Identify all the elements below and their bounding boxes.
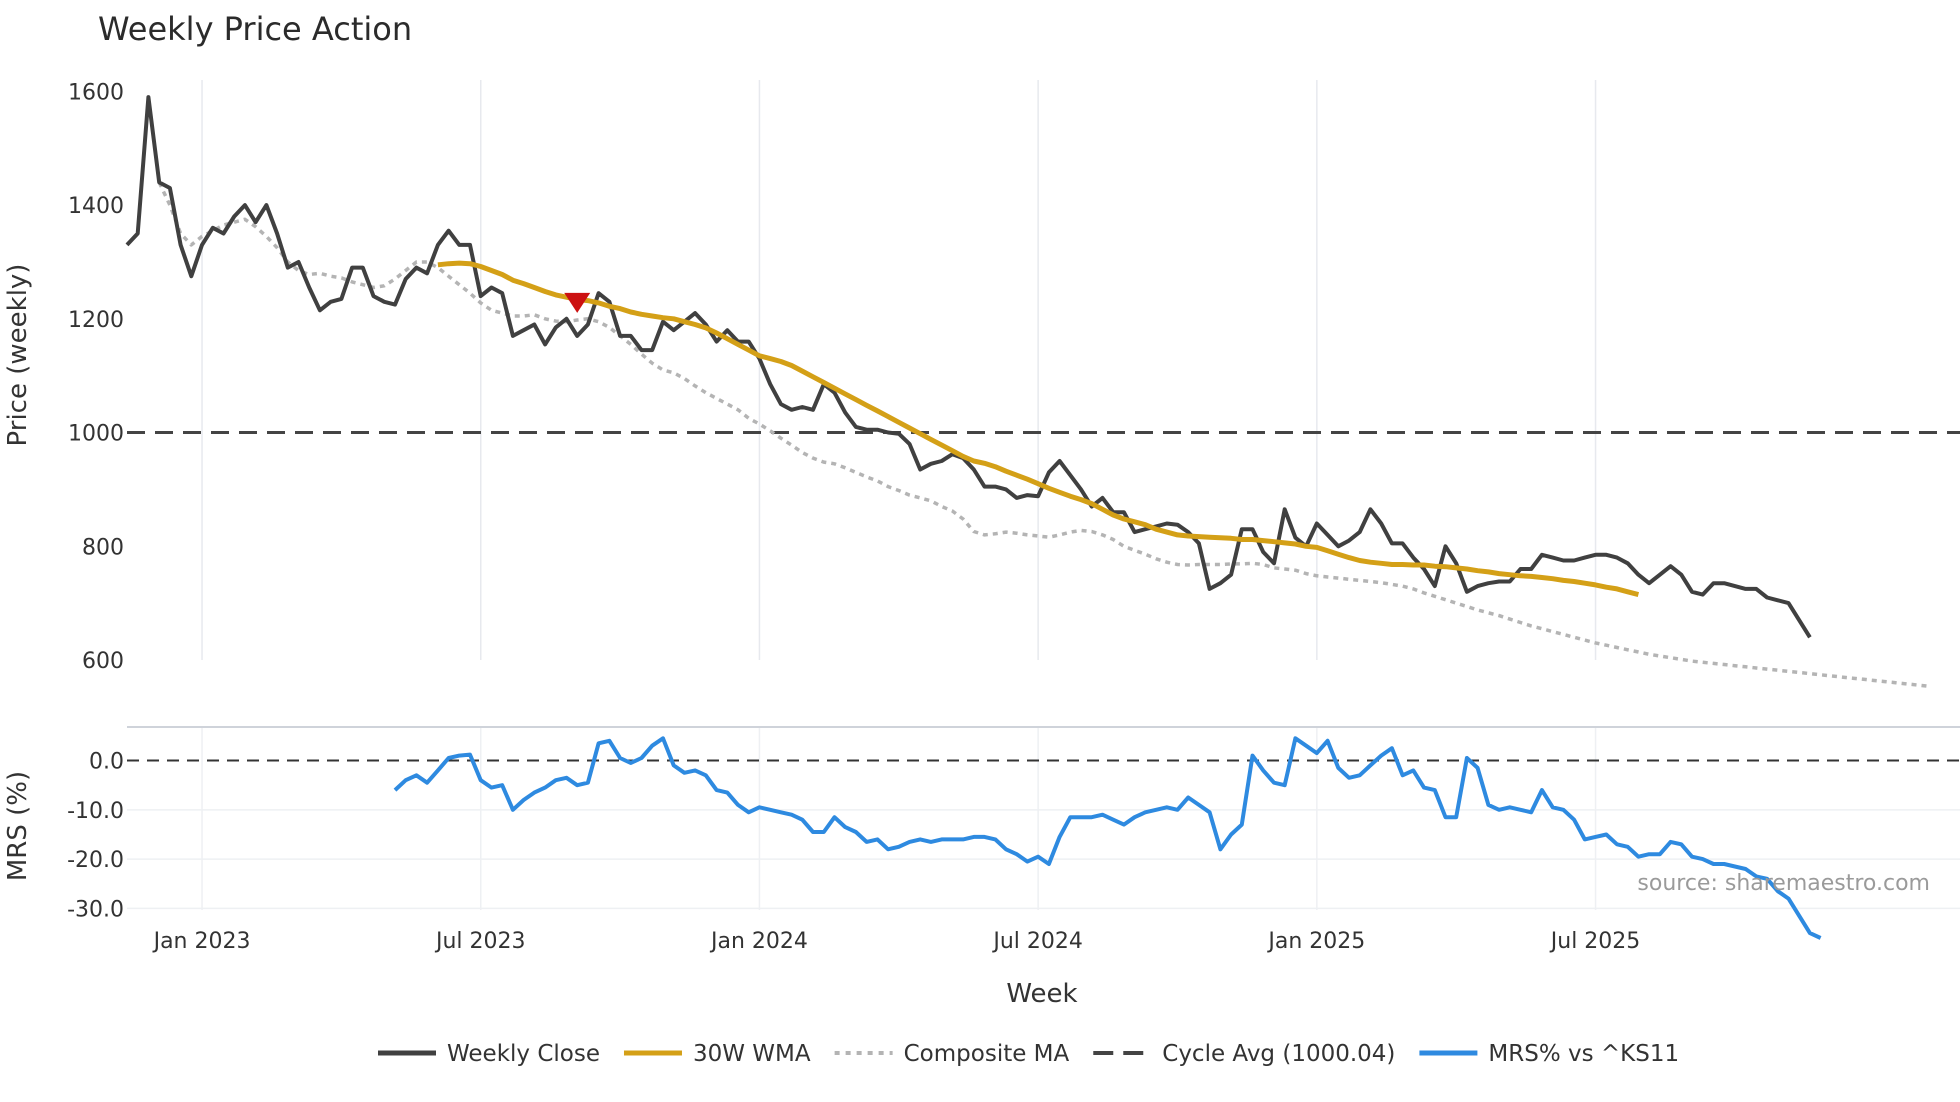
- weekly-close-line: [125, 95, 1812, 639]
- price-y-ticks: 600 800 1000 1200 1400 1600: [68, 80, 124, 674]
- price-y-tick-label: 800: [82, 535, 124, 560]
- source-credit: source: sharemaestro.com: [1637, 871, 1930, 896]
- mrs-y-ticks: 0.0 -10.0 -20.0 -30.0: [67, 750, 124, 923]
- grid-lines: [127, 80, 1960, 910]
- legend-item[interactable]: Composite MA: [834, 1041, 1070, 1067]
- legend-label: MRS% vs ^KS11: [1488, 1041, 1679, 1067]
- legend[interactable]: Weekly Close 30W WMA Composite MA Cycle Avg…: [378, 1041, 1679, 1067]
- mrs-y-tick-label: -10.0: [67, 799, 124, 824]
- x-tick-label: Jan 2024: [709, 929, 808, 954]
- legend-item[interactable]: Cycle Avg (1000.04): [1093, 1041, 1395, 1067]
- legend-label: Weekly Close: [447, 1041, 600, 1067]
- x-tick-label: Jul 2023: [434, 929, 526, 954]
- legend-item[interactable]: 30W WMA: [623, 1041, 811, 1067]
- mrs-y-tick-label: -30.0: [67, 897, 124, 922]
- price-y-tick-label: 1200: [68, 308, 124, 333]
- legend-item[interactable]: MRS% vs ^KS11: [1419, 1041, 1679, 1067]
- price-y-tick-label: 1000: [68, 422, 124, 447]
- chart-title: Weekly Price Action: [98, 10, 412, 48]
- price-y-tick-label: 1400: [68, 194, 124, 219]
- series-lines: [125, 95, 1960, 940]
- mrs-line: [393, 736, 1822, 940]
- legend-item[interactable]: Weekly Close: [378, 1041, 600, 1067]
- x-tick-label: Jan 2023: [152, 929, 251, 954]
- x-tick-label: Jul 2025: [1549, 929, 1641, 954]
- legend-label: 30W WMA: [693, 1041, 811, 1067]
- price-y-tick-label: 1600: [68, 80, 124, 105]
- price-y-axis-label: Price (weekly): [3, 264, 33, 447]
- x-tick-label: Jan 2025: [1266, 929, 1365, 954]
- legend-label: Composite MA: [904, 1041, 1070, 1067]
- mrs-y-tick-label: -20.0: [67, 848, 124, 873]
- wma-30w-line: [437, 260, 1640, 598]
- x-axis-label: Week: [1006, 979, 1077, 1009]
- mrs-y-tick-label: 0.0: [89, 750, 124, 775]
- x-tick-label: Jul 2024: [991, 929, 1083, 954]
- x-ticks: Jan 2023 Jul 2023 Jan 2024 Jul 2024 Jan 2025…: [152, 929, 1641, 954]
- legend-label: Cycle Avg (1000.04): [1162, 1041, 1395, 1067]
- price-y-tick-label: 600: [82, 649, 124, 674]
- sell-signal-marker: [564, 292, 591, 313]
- composite-ma-line: [157, 181, 1928, 688]
- mrs-y-axis-label: MRS (%): [3, 771, 33, 881]
